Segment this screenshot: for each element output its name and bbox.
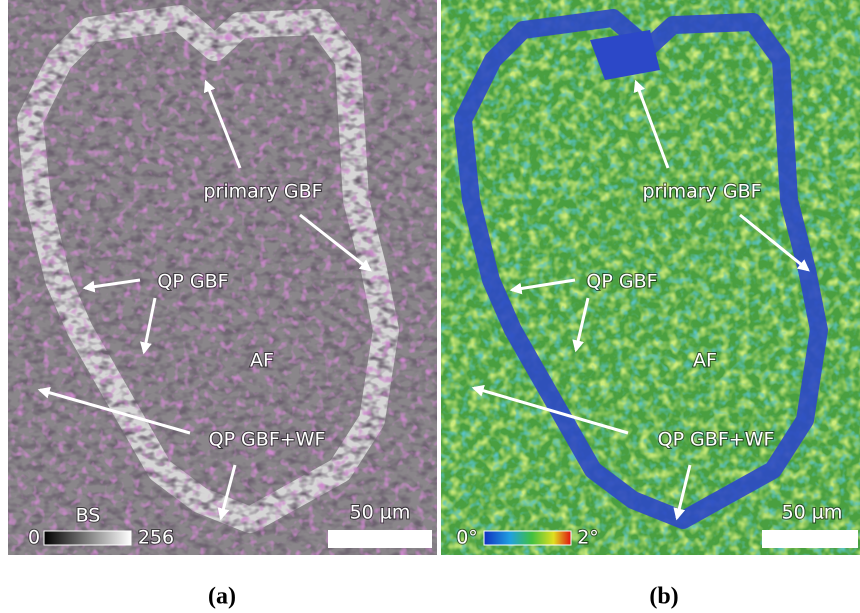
colorbar bbox=[484, 531, 571, 545]
caption: (a) bbox=[208, 584, 236, 610]
label: AF bbox=[693, 350, 717, 372]
scale-bar bbox=[762, 530, 858, 548]
colorbar-max: 256 bbox=[138, 527, 174, 549]
label: QP GBF bbox=[157, 271, 228, 293]
label: QP GBF+WF bbox=[658, 429, 775, 451]
colorbar-min: 0 bbox=[28, 527, 40, 549]
label: QP GBF bbox=[586, 271, 657, 293]
colorbar-max: 2° bbox=[577, 527, 599, 549]
label: primary GBF bbox=[203, 181, 322, 203]
figure: primary GBF QP GBF AF QP GBF+WF primary … bbox=[0, 0, 860, 613]
colorbar-title: BS bbox=[76, 505, 101, 527]
label: primary GBF bbox=[642, 181, 761, 203]
colorbar bbox=[44, 531, 131, 545]
scale-bar-label: 50 µm bbox=[350, 502, 411, 524]
scale-bar-label: 50 µm bbox=[782, 502, 843, 524]
label: QP GBF+WF bbox=[209, 429, 326, 451]
caption: (b) bbox=[649, 584, 678, 610]
scale-bar bbox=[328, 530, 432, 548]
label: AF bbox=[250, 350, 274, 372]
colorbar-min: 0° bbox=[456, 527, 478, 549]
